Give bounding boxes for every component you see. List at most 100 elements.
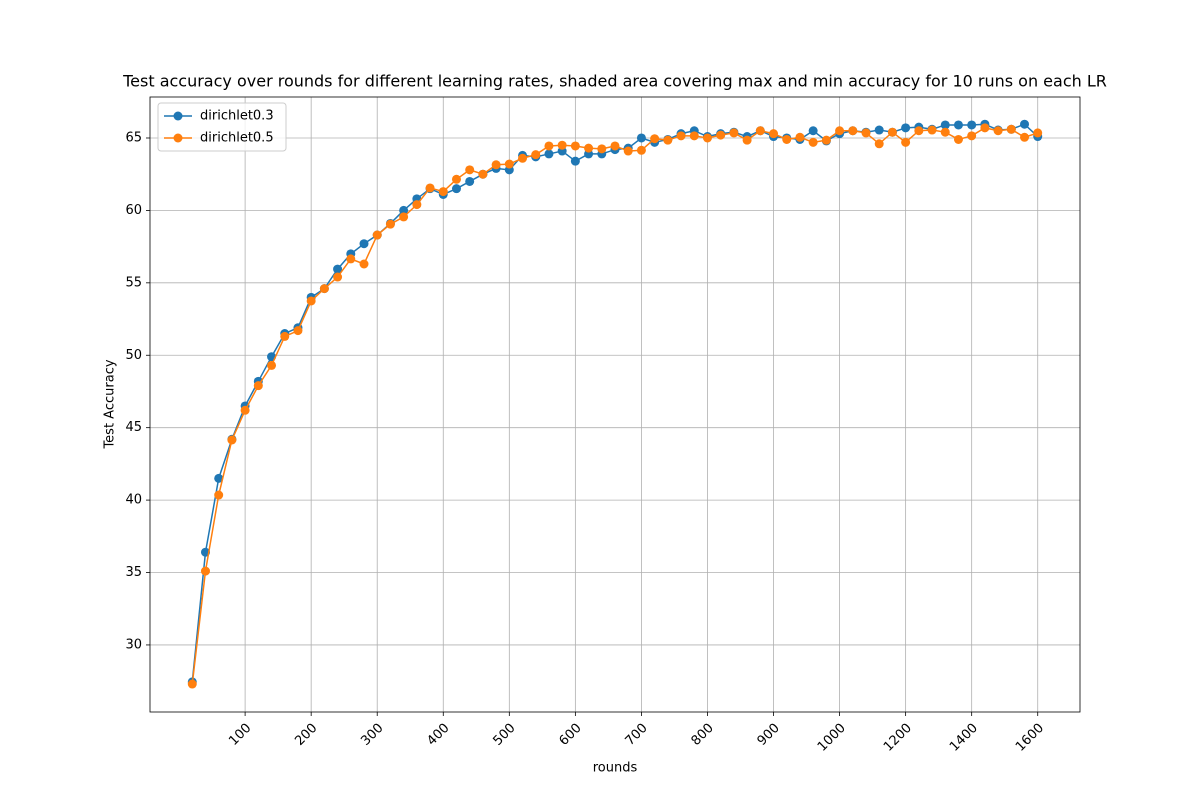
point — [187, 679, 197, 689]
point — [333, 264, 343, 274]
legend-label: dirichlet0.3 — [200, 109, 274, 124]
point — [491, 160, 501, 170]
x-tick-label: 600 — [557, 721, 585, 749]
point — [544, 141, 554, 151]
point — [729, 128, 739, 138]
point — [623, 146, 633, 156]
point — [927, 125, 937, 135]
x-tick-label: 900 — [755, 721, 783, 749]
point — [504, 159, 514, 169]
series-line — [191, 127, 1038, 685]
point — [795, 132, 805, 142]
point — [887, 127, 897, 137]
point — [821, 135, 831, 145]
point — [346, 254, 356, 264]
point — [359, 259, 369, 269]
point — [953, 134, 963, 144]
series-line — [191, 123, 1039, 682]
point — [808, 126, 818, 136]
y-tick-label: 40 — [125, 493, 142, 508]
point — [610, 141, 620, 151]
point — [782, 134, 792, 144]
x-axis-label: rounds — [593, 761, 638, 776]
x-tick-label: 1200 — [881, 721, 915, 755]
point — [465, 165, 475, 175]
point — [451, 184, 461, 194]
y-tick-label: 30 — [125, 637, 142, 652]
point — [478, 169, 488, 179]
point — [769, 129, 779, 139]
legend-label: dirichlet0.5 — [200, 131, 274, 146]
point — [200, 566, 210, 576]
axes-frame — [149, 96, 1081, 713]
y-tick-label: 60 — [125, 203, 142, 218]
point — [451, 174, 461, 184]
point — [306, 296, 316, 306]
point — [267, 360, 277, 370]
point — [742, 135, 752, 145]
point — [214, 490, 224, 500]
x-tick-label: 800 — [689, 721, 717, 749]
legend-marker — [173, 133, 183, 143]
point — [636, 145, 646, 155]
point — [716, 130, 726, 140]
point — [1006, 124, 1016, 134]
point — [835, 126, 845, 136]
point — [399, 212, 409, 222]
y-tick-label: 50 — [125, 348, 142, 363]
point — [914, 126, 924, 136]
point — [531, 150, 541, 160]
point — [544, 149, 554, 159]
point — [518, 153, 528, 163]
point — [967, 120, 977, 130]
point — [557, 140, 567, 150]
point — [861, 128, 871, 138]
point — [570, 156, 580, 166]
point — [953, 120, 963, 130]
x-tick-label: 400 — [424, 721, 452, 749]
point — [319, 284, 329, 294]
point — [372, 230, 382, 240]
point — [1033, 128, 1043, 138]
point — [280, 331, 290, 341]
point — [676, 131, 686, 141]
y-tick-label: 65 — [125, 130, 142, 145]
point — [597, 144, 607, 154]
y-tick-label: 45 — [125, 420, 142, 435]
point — [689, 131, 699, 141]
point — [993, 126, 1003, 136]
point — [570, 141, 580, 151]
point — [901, 137, 911, 147]
legend-marker — [173, 111, 183, 121]
point — [1020, 119, 1030, 129]
point — [940, 120, 950, 130]
point — [663, 135, 673, 145]
point — [808, 137, 818, 147]
x-tick-label: 700 — [623, 721, 651, 749]
point — [901, 123, 911, 133]
point — [359, 239, 369, 249]
x-tick-label: 100 — [226, 721, 254, 749]
point — [333, 272, 343, 282]
point — [293, 326, 303, 336]
point — [240, 405, 250, 415]
x-tick-label: 500 — [490, 721, 518, 749]
point — [940, 127, 950, 137]
x-tick-label: 300 — [358, 721, 386, 749]
x-tick-label: 1400 — [947, 721, 981, 755]
x-tick-label: 1000 — [815, 721, 849, 755]
plot-area: 30 35 40 45 50 55 60 65 100 200 300 400 500 600 700 800… — [125, 96, 1081, 755]
point — [980, 123, 990, 133]
point — [465, 176, 475, 186]
x-tick-label: 200 — [292, 721, 320, 749]
legend-box — [157, 102, 287, 152]
point — [636, 133, 646, 143]
point — [650, 134, 660, 144]
point — [227, 435, 237, 445]
y-tick-label: 55 — [125, 275, 142, 290]
point — [584, 143, 594, 153]
chart-title: Test accuracy over rounds for different … — [122, 72, 1107, 91]
point — [425, 183, 435, 193]
point — [702, 133, 712, 143]
y-axis-label: Test Accuracy — [103, 359, 118, 449]
